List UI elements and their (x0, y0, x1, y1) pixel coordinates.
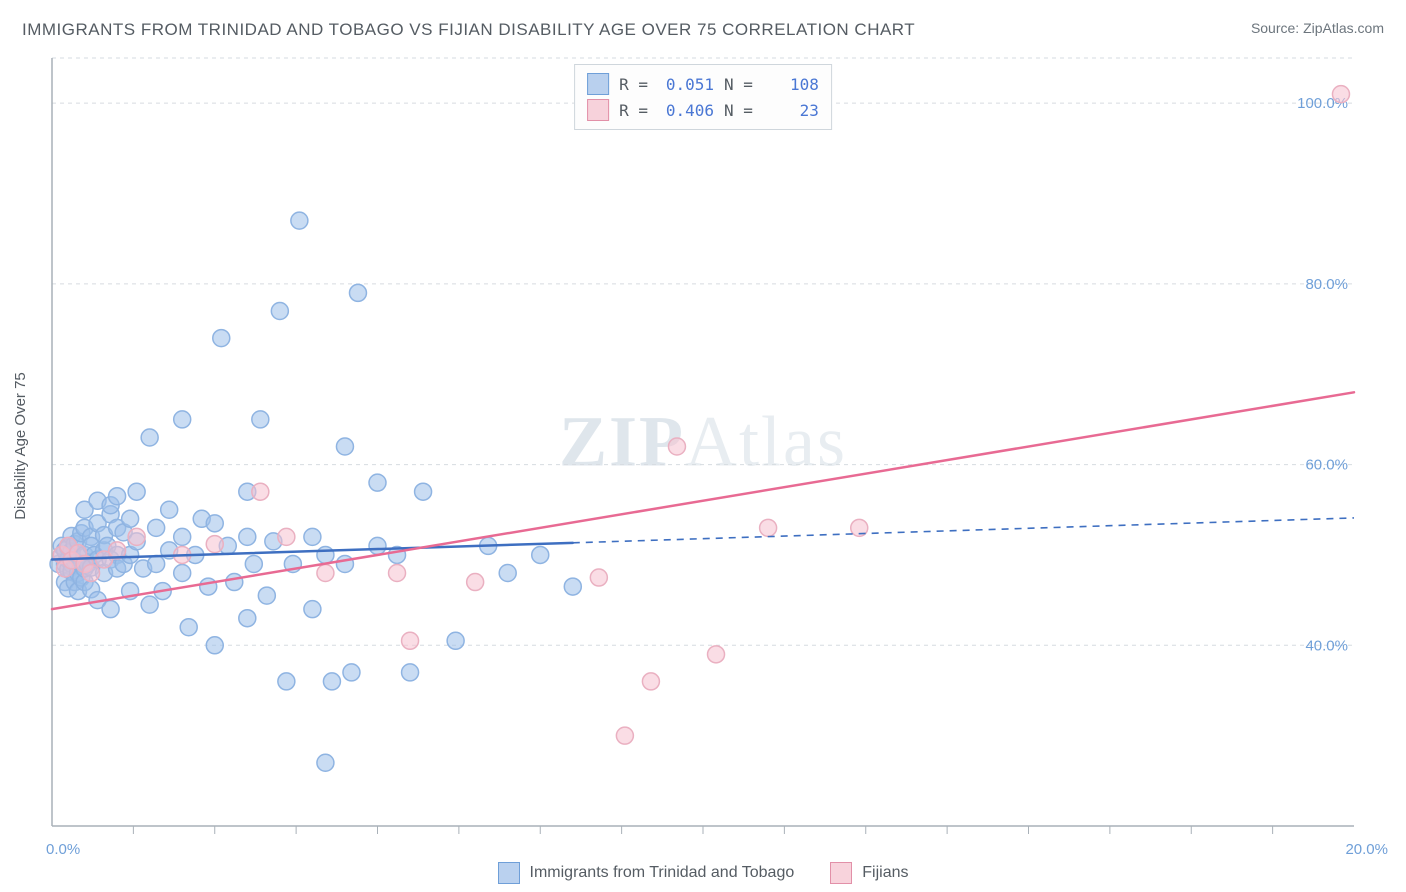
legend-r-label: R = (619, 75, 648, 94)
legend-n-label: N = (724, 101, 753, 120)
svg-text:40.0%: 40.0% (1305, 637, 1348, 654)
x-tick-label: 0.0% (46, 841, 80, 858)
legend-bottom-item: Immigrants from Trinidad and Tobago (498, 862, 795, 884)
scatter-plot: 40.0%60.0%80.0%100.0% (0, 0, 1406, 892)
svg-text:60.0%: 60.0% (1305, 457, 1348, 474)
legend-top: R = 0.051 N = 108 R = 0.406 N = 23 (574, 64, 832, 130)
legend-n-label: N = (724, 75, 753, 94)
legend-r-label: R = (619, 101, 648, 120)
legend-swatch-pink (587, 99, 609, 121)
legend-r-value: 0.406 (658, 101, 714, 120)
legend-top-row: R = 0.406 N = 23 (587, 97, 819, 123)
legend-n-value: 108 (763, 75, 819, 94)
legend-n-value: 23 (763, 101, 819, 120)
legend-swatch-blue (587, 73, 609, 95)
legend-r-value: 0.051 (658, 75, 714, 94)
legend-top-row: R = 0.051 N = 108 (587, 71, 819, 97)
legend-bottom-item: Fijians (830, 862, 908, 884)
x-tick-label: 20.0% (1345, 841, 1388, 858)
legend-label: Fijians (862, 864, 908, 882)
legend-swatch-blue (498, 862, 520, 884)
legend-swatch-pink (830, 862, 852, 884)
legend-bottom: Immigrants from Trinidad and Tobago Fiji… (0, 862, 1406, 884)
legend-label: Immigrants from Trinidad and Tobago (530, 864, 795, 882)
svg-text:80.0%: 80.0% (1305, 276, 1348, 293)
